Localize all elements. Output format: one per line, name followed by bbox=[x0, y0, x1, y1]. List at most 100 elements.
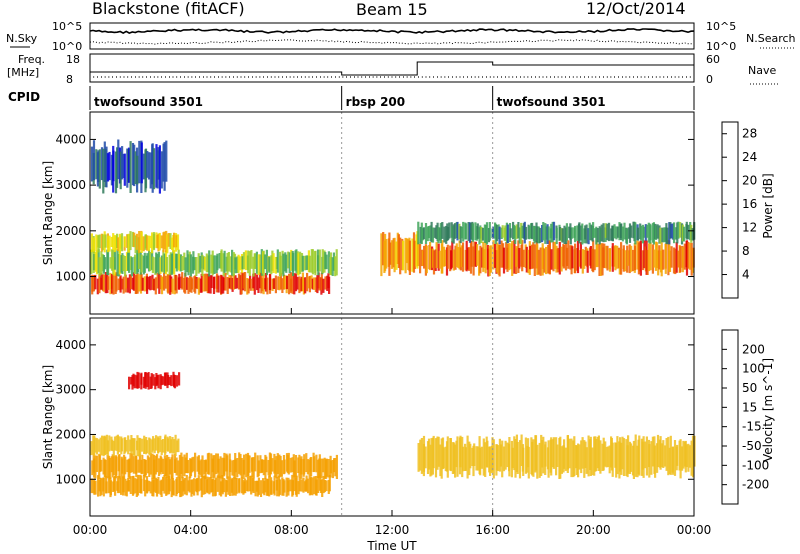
freq-tick-low: 8 bbox=[66, 73, 73, 86]
power-echo-cell bbox=[584, 225, 587, 240]
power-cbar-tick-label: 28 bbox=[742, 127, 757, 141]
velocity-echo-cell bbox=[215, 453, 218, 475]
velocity-echo-cell bbox=[135, 479, 138, 497]
power-echo-cell bbox=[189, 254, 192, 277]
power-echo-cell bbox=[175, 253, 178, 272]
power-echo-band bbox=[90, 139, 168, 194]
power-echo-cell bbox=[571, 246, 574, 269]
power-echo-cell bbox=[560, 246, 563, 272]
power-echo-cell bbox=[153, 148, 156, 190]
velocity-echo-cell bbox=[181, 456, 184, 479]
power-echo-cell bbox=[147, 152, 151, 180]
velocity-echo-cell bbox=[555, 437, 558, 476]
power-echo-cell bbox=[318, 277, 321, 291]
power-echo-cell bbox=[149, 235, 152, 249]
velocity-echo-cell bbox=[108, 435, 111, 452]
power-echo-cell bbox=[259, 254, 262, 274]
power-echo-cell bbox=[167, 233, 170, 247]
power-echo-cell bbox=[448, 222, 451, 239]
velocity-echo-cell bbox=[238, 478, 241, 492]
power-echo-cell bbox=[501, 225, 504, 238]
power-echo-cell bbox=[120, 233, 124, 252]
power-echo-cell bbox=[444, 249, 447, 267]
power-echo-cell bbox=[308, 275, 311, 293]
velocity-echo-cell bbox=[140, 438, 144, 452]
power-echo-cell bbox=[153, 278, 156, 291]
power-echo-cell bbox=[529, 245, 532, 270]
power-echo-cell bbox=[595, 226, 598, 245]
power-echo-cell bbox=[568, 226, 571, 239]
power-echo-cell bbox=[90, 146, 94, 182]
velocity-echo-cell bbox=[261, 459, 264, 473]
power-echo-cell bbox=[279, 272, 282, 290]
power-echo-cell bbox=[498, 244, 501, 277]
power-echo-cell bbox=[579, 242, 582, 269]
power-echo-cell bbox=[97, 150, 100, 182]
power-echo-cell bbox=[157, 147, 160, 180]
velocity-echo-cell bbox=[518, 440, 522, 479]
velocity-echo-cell bbox=[644, 441, 647, 469]
velocity-echo-cell bbox=[266, 479, 270, 496]
power-echo-cell bbox=[671, 223, 674, 240]
velocity-echo-cell bbox=[593, 436, 596, 476]
velocity-echo-cell bbox=[560, 446, 563, 474]
power-echo-cell bbox=[104, 272, 107, 294]
velocity-echo-cell bbox=[163, 474, 166, 494]
power-echo-cell bbox=[488, 245, 491, 276]
velocity-echo-cell bbox=[564, 447, 567, 471]
power-echo-cell bbox=[441, 222, 444, 239]
power-echo-cell bbox=[504, 225, 507, 241]
velocity-echo-cell bbox=[578, 444, 581, 470]
power-echo-cell bbox=[589, 246, 592, 269]
velocity-echo-cell bbox=[102, 457, 105, 475]
power-echo-cell bbox=[541, 225, 544, 243]
power-echo-cell bbox=[261, 278, 264, 292]
power-echo-cell bbox=[178, 273, 181, 290]
power-echo-cell bbox=[382, 232, 385, 266]
velocity-echo-cell bbox=[144, 372, 147, 389]
power-echo-cell bbox=[301, 255, 304, 272]
power-echo-cell bbox=[229, 256, 232, 273]
power-echo-cell bbox=[457, 247, 460, 268]
power-echo-cell bbox=[441, 240, 444, 274]
velocity-echo-cell bbox=[113, 436, 117, 451]
velocity-echo-cell bbox=[550, 437, 553, 476]
velocity-echo-cell bbox=[172, 480, 175, 496]
power-echo-cell bbox=[547, 245, 550, 274]
power-echo-cell bbox=[634, 222, 637, 245]
power-echo-cell bbox=[151, 143, 154, 193]
velocity-echo-cell bbox=[285, 477, 288, 497]
power-echo-cell bbox=[283, 275, 286, 290]
velocity-echo-cell bbox=[124, 478, 127, 496]
power-echo-cell bbox=[626, 245, 629, 273]
power-echo-cell bbox=[681, 247, 684, 273]
power-echo-cell bbox=[498, 226, 501, 245]
power-echo-cell bbox=[178, 254, 181, 272]
power-echo-cell bbox=[632, 249, 635, 272]
velocity-echo-cell bbox=[221, 457, 224, 480]
power-echo-cell bbox=[614, 245, 617, 271]
power-echo-cell bbox=[135, 233, 139, 250]
velocity-echo-cell bbox=[303, 454, 306, 475]
velocity-echo-cell bbox=[131, 453, 134, 473]
velocity-echo-cell bbox=[98, 454, 102, 472]
velocity-echo-cell bbox=[183, 454, 186, 477]
velocity-echo-cell bbox=[604, 441, 607, 467]
power-echo-cell bbox=[264, 254, 267, 270]
velocity-echo-cell bbox=[310, 457, 313, 477]
velocity-echo-cell bbox=[442, 447, 445, 469]
power-echo-cell bbox=[417, 221, 420, 245]
power-echo-cell bbox=[140, 142, 143, 184]
velocity-echo-cell bbox=[141, 454, 144, 474]
power-echo-cell bbox=[122, 255, 125, 272]
power-echo-cell bbox=[649, 242, 652, 271]
velocity-echo-cell bbox=[307, 478, 310, 494]
velocity-echo-cell bbox=[214, 477, 217, 496]
velocity-echo-cell bbox=[100, 459, 103, 472]
power-ytick-label: 1000 bbox=[55, 270, 86, 284]
velocity-echo-cell bbox=[112, 455, 115, 476]
velocity-echo-cell bbox=[287, 477, 290, 496]
velocity-echo-cell bbox=[542, 436, 545, 474]
velocity-echo-cell bbox=[298, 454, 301, 478]
power-echo-cell bbox=[655, 225, 658, 240]
